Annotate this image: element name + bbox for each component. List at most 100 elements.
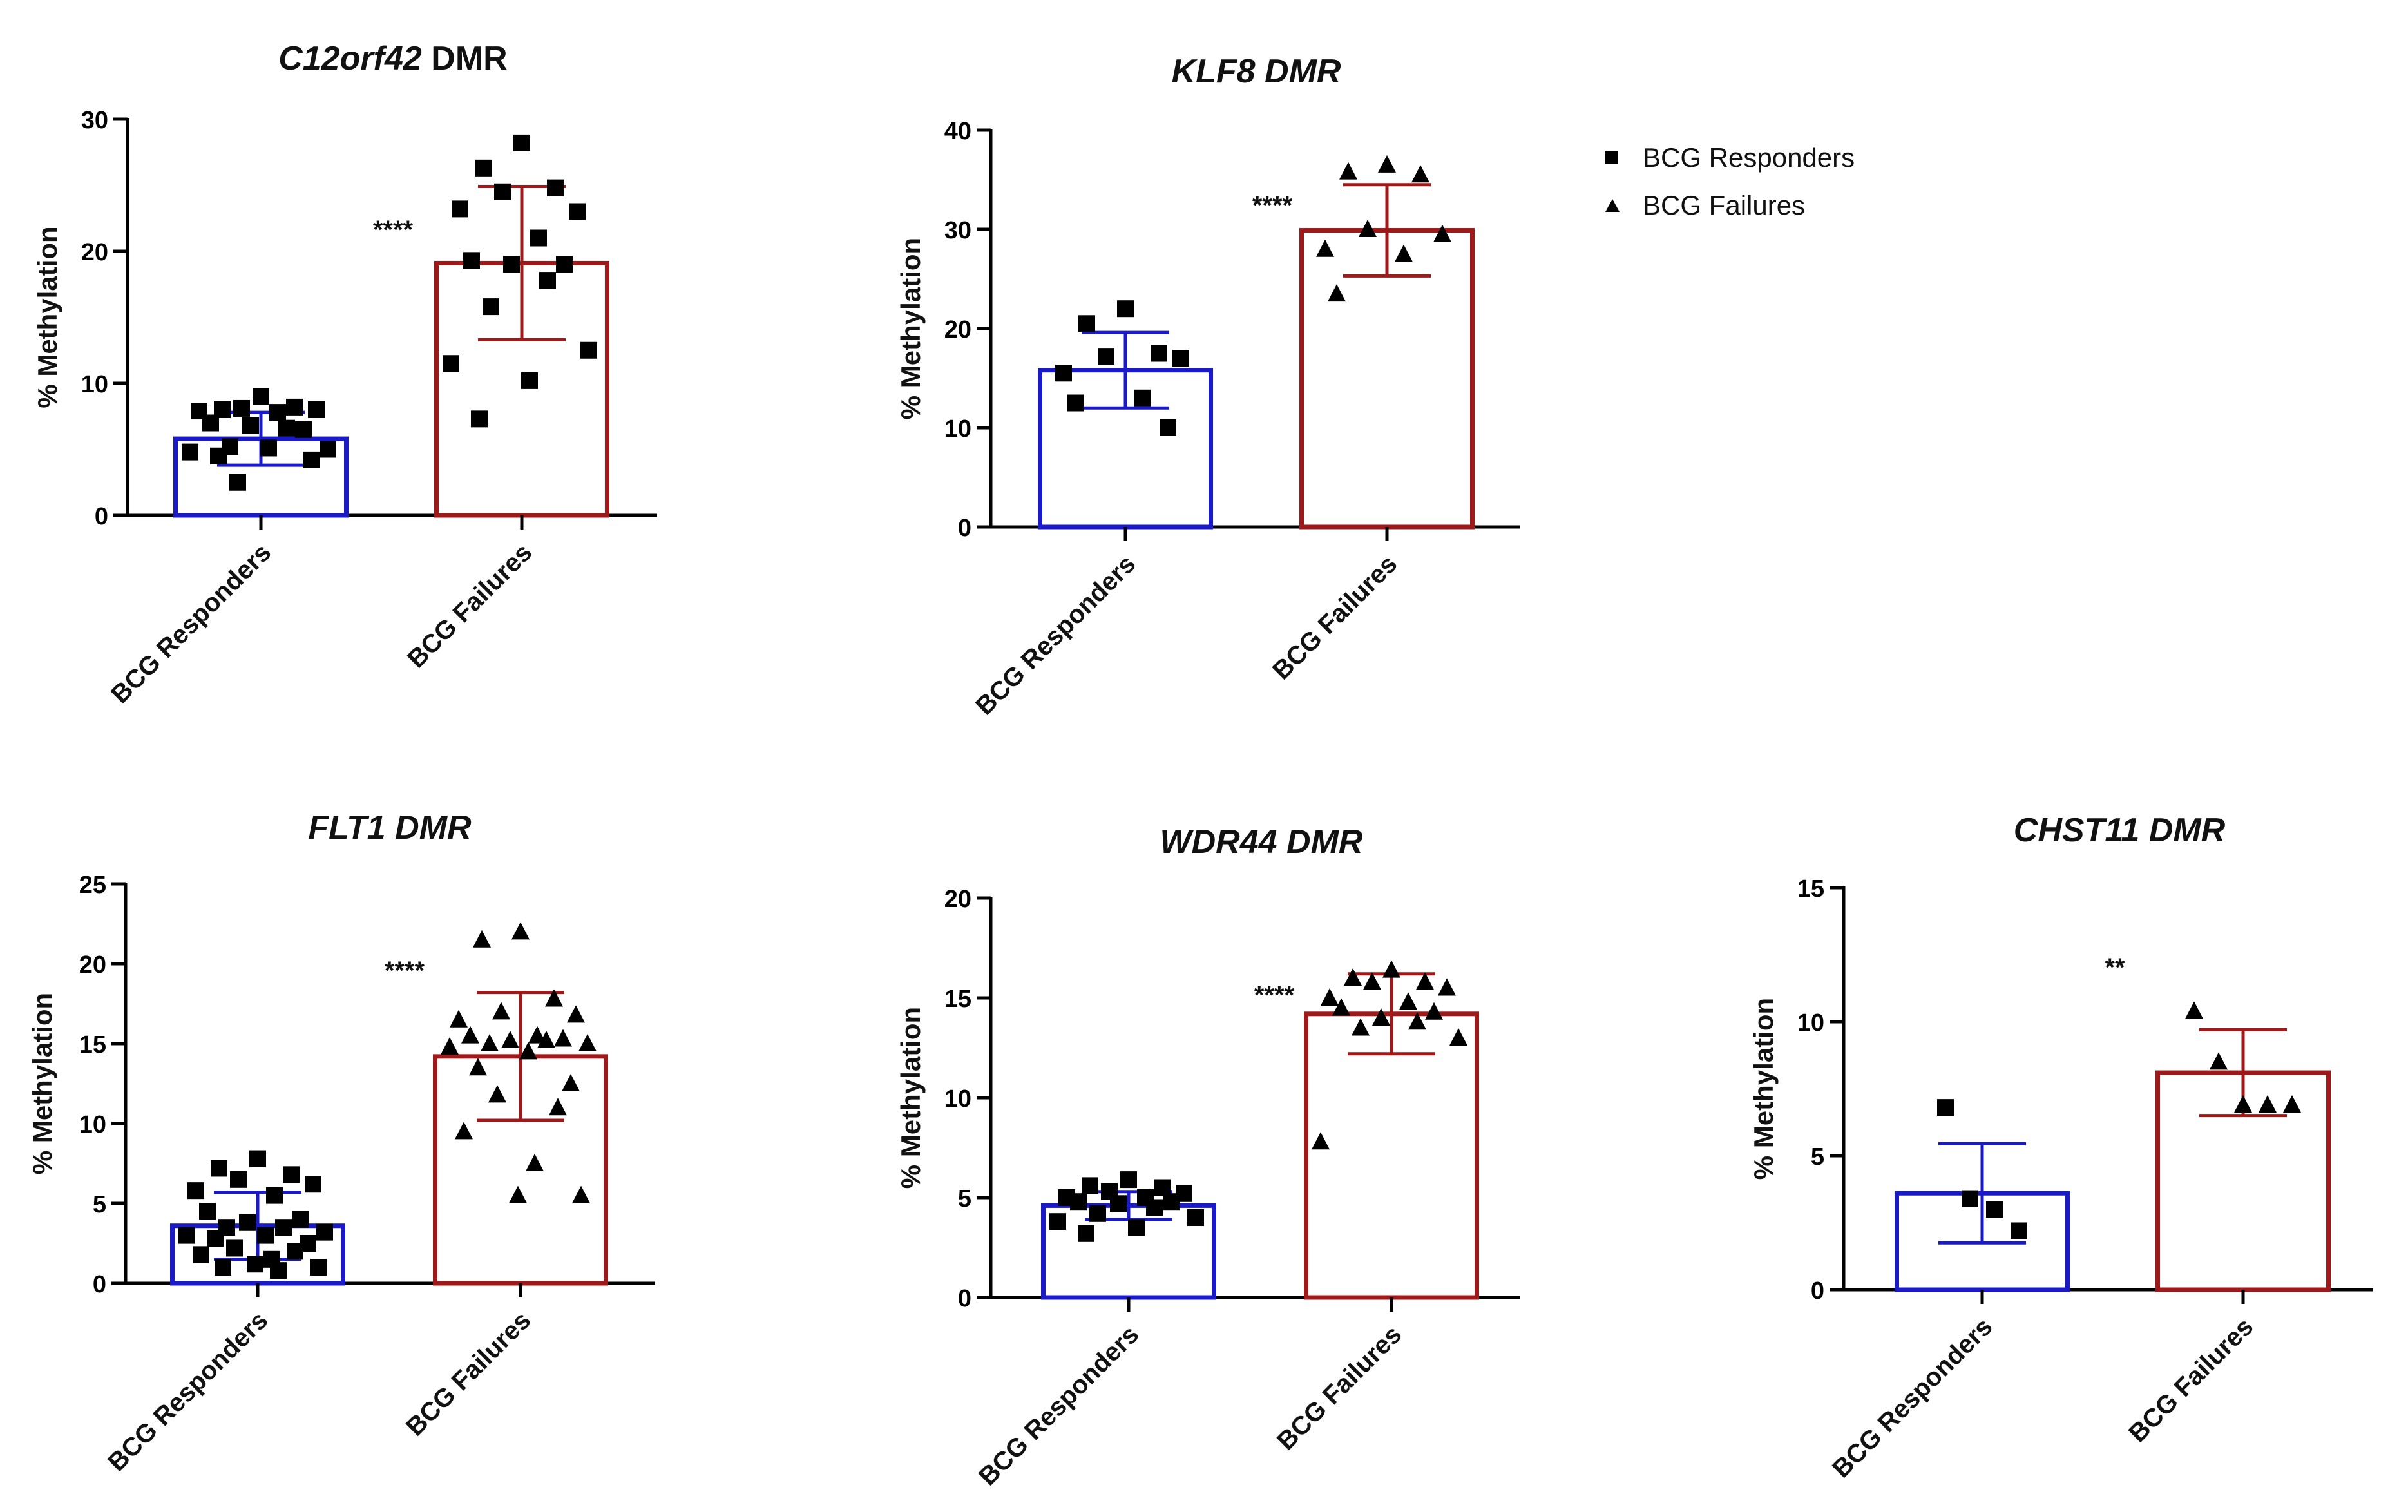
data-point-responders — [260, 439, 277, 457]
chart-title: FLT1 DMR — [308, 809, 472, 847]
data-point-responders — [286, 398, 303, 416]
legend-label-failures: BCG Failures — [1643, 190, 1806, 220]
data-point-responders — [1151, 345, 1167, 362]
y-tick-label: 0 — [958, 1285, 971, 1312]
data-point-responders — [1146, 1199, 1163, 1216]
x-tick-label-failures: BCG Failures — [402, 538, 537, 673]
y-axis-label: % Methylation — [1748, 998, 1779, 1180]
data-point-failures — [1408, 1012, 1426, 1030]
data-point-failures — [452, 200, 468, 218]
data-point-failures — [492, 1002, 510, 1020]
data-point-failures — [481, 1034, 499, 1051]
significance-label: ** — [2105, 953, 2125, 982]
chart-title-suffix: DMR — [1256, 53, 1341, 90]
data-point-failures — [488, 1085, 506, 1103]
y-tick-label: 30 — [81, 107, 108, 134]
data-point-responders — [278, 419, 295, 437]
data-point-responders — [283, 1166, 300, 1183]
data-point-responders — [1187, 1209, 1204, 1226]
data-point-responders — [1070, 1193, 1087, 1211]
data-point-responders — [178, 1227, 195, 1244]
data-point-responders — [275, 1219, 292, 1236]
legend-label-responders: BCG Responders — [1643, 142, 1855, 173]
data-point-responders — [207, 1230, 224, 1247]
data-point-failures — [562, 1074, 580, 1091]
data-point-failures — [1332, 998, 1350, 1016]
data-point-failures — [539, 272, 556, 289]
data-point-responders — [1128, 1219, 1145, 1236]
data-point-responders — [215, 1259, 231, 1276]
y-tick-label: 15 — [79, 1031, 106, 1058]
y-tick-label: 15 — [944, 986, 971, 1013]
chart-title-suffix: DMR — [422, 40, 508, 77]
significance-label: **** — [1252, 191, 1293, 220]
data-point-failures — [511, 922, 530, 940]
x-tick-label-failures: BCG Failures — [1272, 1320, 1407, 1455]
data-point-failures — [471, 410, 488, 428]
chart-panel-c12orf42: 0 10 20 30 % Methylation C12orf42 DMR BCG Resp… — [32, 40, 657, 709]
data-point-responders — [187, 1182, 204, 1200]
data-point-responders — [202, 414, 219, 432]
data-point-failures — [473, 930, 491, 948]
x-tick-label-failures: BCG Failures — [401, 1306, 536, 1441]
data-point-responders — [1163, 1193, 1180, 1211]
data-point-failures — [567, 1005, 585, 1023]
data-point-responders — [1078, 315, 1095, 332]
chart-panel-klf8: 0 10 20 30 40 % Methylation KLF8 DMR BCG Respon… — [895, 53, 1520, 721]
data-point-responders — [308, 401, 325, 418]
y-tick-label: 15 — [1797, 876, 1824, 903]
x-tick-label-responders: BCG Responders — [106, 538, 276, 709]
y-tick-label: 0 — [1811, 1278, 1824, 1305]
data-point-responders — [1067, 394, 1084, 412]
data-point-responders — [247, 1256, 263, 1273]
data-point-failures — [556, 256, 573, 273]
y-tick-label: 25 — [79, 872, 106, 899]
y-tick-label: 20 — [79, 952, 106, 979]
y-tick-label: 20 — [944, 316, 971, 343]
data-point-responders — [1055, 365, 1072, 382]
data-point-failures — [1321, 988, 1339, 1006]
data-point-failures — [1395, 244, 1413, 262]
data-point-failures — [441, 1037, 459, 1055]
chart-panel-wdr44: 0 5 10 15 20 % Methylation WDR44 DMR BCG Respon… — [895, 823, 1520, 1491]
data-point-responders — [257, 1227, 274, 1244]
chart-title-gene: FLT1 — [308, 809, 385, 847]
data-point-failures — [569, 203, 586, 220]
chart-title-gene: KLF8 — [1172, 53, 1256, 90]
data-point-responders — [230, 1171, 247, 1188]
data-point-responders — [1089, 1205, 1106, 1222]
y-axis-label: % Methylation — [895, 238, 926, 419]
y-tick-label: 10 — [944, 1086, 971, 1113]
data-point-failures — [519, 1042, 537, 1060]
data-point-failures — [578, 1034, 597, 1051]
chart-title-gene: WDR44 — [1160, 823, 1277, 861]
data-point-failures — [1312, 1132, 1330, 1150]
y-tick-label: 10 — [79, 1111, 106, 1138]
data-point-failures — [513, 134, 530, 151]
chart-panel-flt1: 0 5 10 15 20 25 % Methylation FLT1 DMR BCG Respo… — [27, 809, 655, 1477]
y-tick-label: 0 — [95, 503, 108, 530]
data-point-failures — [469, 1058, 487, 1076]
data-point-responders — [1160, 419, 1176, 436]
data-point-failures — [580, 341, 597, 359]
data-point-failures — [503, 256, 520, 273]
bar-failures — [1304, 1011, 1479, 1300]
data-point-failures — [2210, 1052, 2228, 1070]
x-tick-label-responders: BCG Responders — [973, 1320, 1144, 1491]
data-point-failures — [1399, 992, 1417, 1010]
data-point-responders — [310, 1259, 327, 1276]
data-point-responders — [320, 441, 336, 458]
square-marker-icon — [1604, 150, 1643, 166]
data-point-failures — [547, 179, 564, 196]
y-tick-label: 30 — [944, 217, 971, 244]
data-point-failures — [443, 355, 459, 372]
data-point-responders — [1049, 1213, 1066, 1230]
data-point-responders — [2011, 1222, 2027, 1239]
x-tick-label-failures: BCG Failures — [1267, 550, 1402, 685]
data-point-failures — [521, 372, 538, 389]
data-point-responders — [210, 447, 227, 464]
x-tick-label-failures: BCG Failures — [2123, 1312, 2259, 1448]
chart-title-gene: CHST11 — [2014, 812, 2140, 849]
